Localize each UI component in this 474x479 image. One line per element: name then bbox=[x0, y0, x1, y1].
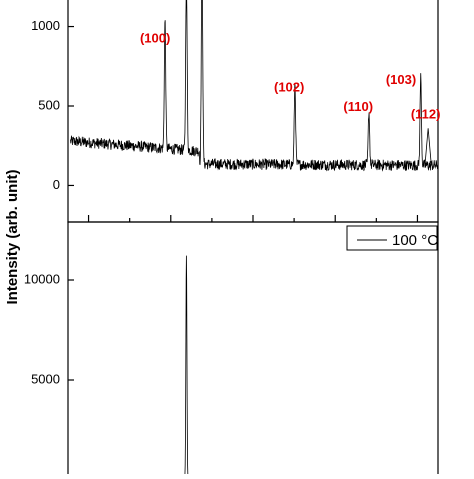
bottom-panel: 0500010000100 °C bbox=[24, 221, 439, 479]
top-y-tick-label: 500 bbox=[38, 97, 60, 112]
bottom-y-tick-label: 10000 bbox=[24, 271, 60, 286]
bottom-xrd-trace bbox=[70, 255, 435, 479]
top-y-tick-label: 0 bbox=[53, 177, 60, 192]
peak-label: (103) bbox=[386, 72, 416, 87]
peak-label: (112) bbox=[411, 107, 441, 122]
peak-label: (110) bbox=[343, 99, 373, 114]
top-y-tick-label: 1000 bbox=[31, 18, 60, 33]
y-axis-label: Intensity (arb. unit) bbox=[4, 169, 21, 304]
bottom-plot-frame bbox=[67, 221, 439, 479]
peak-label: (102) bbox=[274, 80, 304, 95]
top-xrd-trace bbox=[70, 0, 439, 172]
peak-label: (100) bbox=[140, 30, 170, 45]
peak-112-mark bbox=[424, 128, 432, 164]
legend-box bbox=[346, 225, 438, 251]
top-plot-frame bbox=[67, 0, 439, 223]
bottom-y-tick-label: 5000 bbox=[31, 371, 60, 386]
legend-label: 100 °C bbox=[392, 232, 438, 249]
